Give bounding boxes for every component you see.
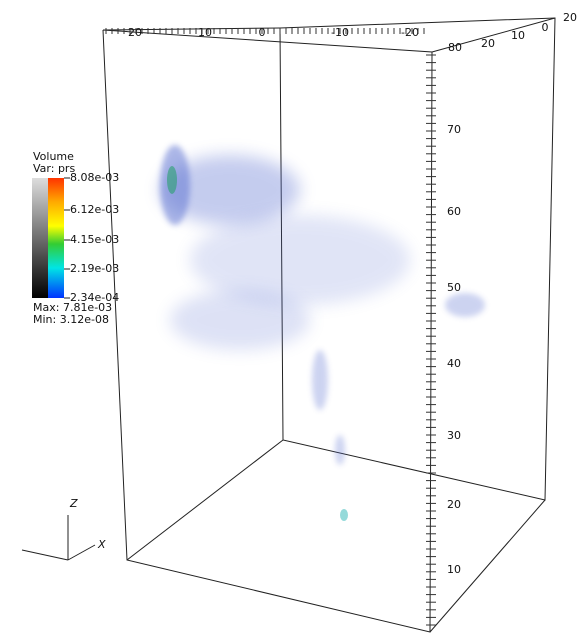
legend-tick-label: 2.19e-03: [70, 262, 119, 275]
box: [103, 18, 555, 632]
z-tick-label: 40: [447, 357, 461, 370]
volume-plume: [160, 145, 485, 521]
legend-tick-label: 4.15e-03: [70, 233, 119, 246]
z-tick-label: 70: [447, 123, 461, 136]
right-top-tick-label: 20: [563, 11, 577, 24]
z-tick-label: 20: [447, 498, 461, 511]
x-label: X: [97, 538, 106, 551]
legend-min: Min: 3.12e-08: [33, 313, 109, 326]
triad: Z X: [22, 497, 106, 560]
z-label: Z: [69, 497, 78, 510]
right-top-tick-label: 20: [481, 37, 495, 50]
right-top-tick-label: 80: [448, 41, 462, 54]
top-tick-label: -20: [401, 26, 419, 39]
z-tick-label: 10: [447, 563, 461, 576]
z-tick-label: 30: [447, 429, 461, 442]
right-top-tick-label: 10: [511, 29, 525, 42]
legend-tick-label: 2.34e-04: [70, 291, 119, 304]
z-tick-label: 50: [447, 281, 461, 294]
top-tick-label: 10: [198, 26, 212, 39]
legend-tick-label: 6.12e-03: [70, 203, 119, 216]
render-view: Volume Var: prs Max: 7.81e-03 Min: 3.12e…: [0, 0, 579, 633]
legend-tick-label: 8.08e-03: [70, 171, 119, 184]
z-tick-label: 60: [447, 205, 461, 218]
colorbar: [48, 178, 64, 298]
legend: Volume Var: prs Max: 7.81e-03 Min: 3.12e…: [32, 150, 119, 326]
colorbar-gray: [32, 178, 48, 298]
right-top-tick-label: 0: [542, 21, 549, 34]
